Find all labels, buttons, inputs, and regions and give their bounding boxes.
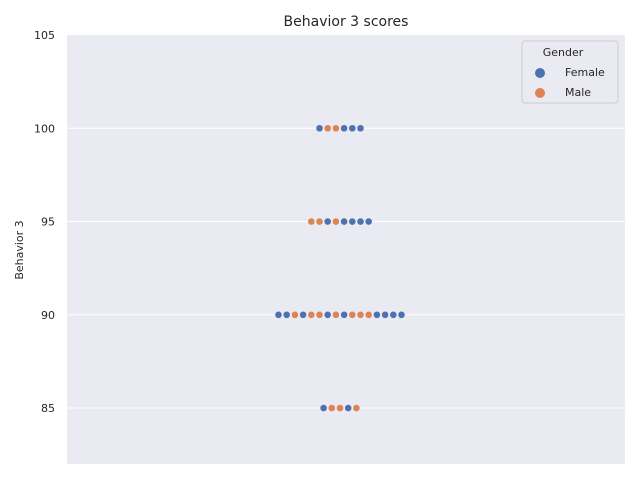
data-point-female	[357, 218, 364, 225]
y-tick-label: 85	[41, 402, 55, 415]
data-points	[275, 124, 405, 412]
data-point-female	[357, 124, 364, 132]
legend-marker-female	[535, 68, 545, 78]
data-point-female	[320, 404, 327, 412]
data-point-female	[340, 124, 348, 132]
data-point-male	[332, 218, 340, 225]
data-point-female	[349, 124, 356, 132]
data-point-female	[324, 311, 332, 319]
data-point-female	[283, 311, 291, 319]
legend-marker-male	[535, 88, 545, 98]
data-point-male	[332, 124, 340, 132]
data-point-female	[398, 311, 405, 319]
data-point-male	[324, 124, 332, 132]
data-point-female	[344, 404, 352, 412]
data-point-male	[349, 311, 356, 319]
data-point-female	[373, 311, 381, 319]
data-point-male	[316, 311, 323, 319]
legend: Gender Female Male	[521, 40, 619, 104]
legend-box	[521, 40, 619, 104]
y-tick-labels: 85 90 95 100 105	[34, 29, 55, 415]
legend-label-female: Female	[565, 66, 605, 79]
data-point-male	[357, 311, 364, 319]
data-point-male	[332, 311, 340, 319]
data-point-male	[365, 311, 373, 319]
data-point-female	[316, 124, 323, 132]
data-point-male	[308, 218, 315, 225]
data-point-female	[390, 311, 397, 319]
plot-area	[67, 35, 625, 464]
data-point-male	[308, 311, 315, 319]
y-tick-label: 95	[41, 216, 55, 229]
y-tick-label: 105	[34, 29, 55, 42]
y-axis-label: Behavior 3	[13, 220, 26, 279]
y-tick-label: 90	[41, 309, 55, 322]
data-point-female	[299, 311, 307, 319]
data-point-male	[336, 404, 344, 412]
data-point-male	[353, 404, 360, 412]
chart-title: Behavior 3 scores	[284, 14, 409, 30]
data-point-female	[275, 311, 282, 319]
data-point-male	[316, 218, 323, 225]
data-point-male	[328, 404, 336, 412]
y-tick-label: 100	[34, 122, 55, 135]
legend-label-male: Male	[565, 86, 591, 99]
data-point-female	[324, 218, 332, 225]
legend-title: Gender	[543, 46, 584, 59]
data-point-female	[349, 218, 356, 225]
data-point-female	[340, 218, 348, 225]
data-point-male	[291, 311, 299, 319]
data-point-female	[365, 218, 373, 225]
data-point-female	[340, 311, 348, 319]
data-point-female	[381, 311, 389, 319]
